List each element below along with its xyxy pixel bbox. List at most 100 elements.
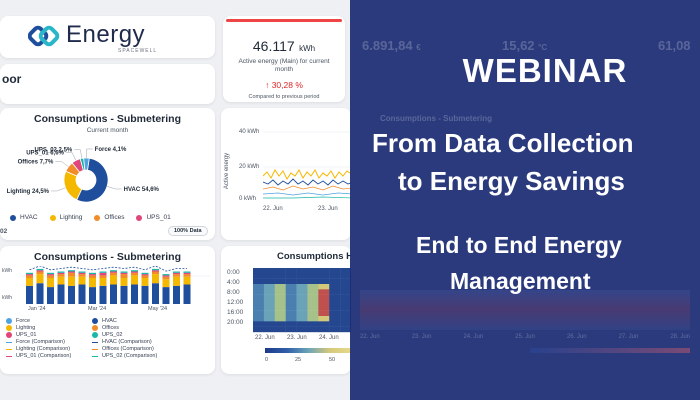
heat-cell[interactable] bbox=[253, 316, 265, 322]
pie-slice-lighting[interactable] bbox=[63, 170, 83, 201]
pie-slice-force[interactable] bbox=[83, 157, 90, 171]
heat-cell[interactable] bbox=[340, 305, 351, 311]
bar-legend-item[interactable]: UPS_01 bbox=[6, 332, 88, 338]
bar-segment[interactable] bbox=[183, 274, 191, 277]
bar-legend-item[interactable]: UPS_02 (Comparison) bbox=[92, 353, 192, 359]
bar-segment[interactable] bbox=[141, 272, 149, 275]
bar-segment[interactable] bbox=[26, 272, 33, 275]
heat-cell[interactable] bbox=[318, 273, 330, 279]
heat-cell[interactable] bbox=[307, 289, 319, 295]
heat-cell[interactable] bbox=[329, 278, 341, 285]
bar-segment[interactable] bbox=[110, 271, 117, 273]
heat-cell[interactable] bbox=[296, 289, 308, 295]
heat-cell[interactable] bbox=[274, 268, 286, 274]
heat-cell[interactable] bbox=[253, 321, 265, 327]
bar-segment[interactable] bbox=[120, 274, 128, 278]
heat-cell[interactable] bbox=[318, 310, 330, 317]
heat-cell[interactable] bbox=[329, 321, 341, 327]
heat-cell[interactable] bbox=[263, 310, 275, 317]
bar-segment[interactable] bbox=[110, 270, 117, 272]
heat-cell[interactable] bbox=[253, 289, 265, 295]
heat-cell[interactable] bbox=[307, 273, 319, 279]
heat-cell[interactable] bbox=[296, 316, 308, 322]
bar-segment[interactable] bbox=[68, 270, 75, 272]
bar-segment[interactable] bbox=[173, 274, 180, 277]
heat-cell[interactable] bbox=[340, 284, 351, 290]
bar-segment[interactable] bbox=[162, 276, 170, 280]
bar-segment[interactable] bbox=[89, 272, 96, 275]
heat-cell[interactable] bbox=[340, 310, 351, 317]
heat-cell[interactable] bbox=[329, 305, 341, 311]
heat-cell[interactable] bbox=[263, 316, 275, 322]
heat-cell[interactable] bbox=[329, 300, 341, 306]
bar-segment[interactable] bbox=[162, 287, 170, 304]
heat-cell[interactable] bbox=[285, 289, 297, 295]
heat-cell[interactable] bbox=[340, 273, 351, 279]
bar-segment[interactable] bbox=[183, 272, 191, 275]
heat-cell[interactable] bbox=[307, 278, 319, 285]
bar-segment[interactable] bbox=[89, 278, 96, 288]
heat-cell[interactable] bbox=[296, 300, 308, 306]
bar-segment[interactable] bbox=[78, 276, 86, 285]
heat-cell[interactable] bbox=[318, 289, 330, 295]
heat-cell[interactable] bbox=[329, 326, 341, 333]
heat-cell[interactable] bbox=[307, 316, 319, 322]
heat-cell[interactable] bbox=[263, 273, 275, 279]
heat-cell[interactable] bbox=[318, 294, 330, 301]
bar-segment[interactable] bbox=[78, 274, 86, 277]
bar-segment[interactable] bbox=[26, 278, 33, 286]
heat-cell[interactable] bbox=[318, 284, 330, 290]
bar-segment[interactable] bbox=[110, 275, 117, 285]
heat-cell[interactable] bbox=[285, 294, 297, 301]
heat-cell[interactable] bbox=[285, 268, 297, 274]
heat-cell[interactable] bbox=[263, 289, 275, 295]
bar-segment[interactable] bbox=[89, 274, 96, 276]
heat-cell[interactable] bbox=[285, 300, 297, 306]
bar-segment[interactable] bbox=[99, 271, 107, 273]
heat-cell[interactable] bbox=[296, 294, 308, 301]
bar-segment[interactable] bbox=[173, 272, 180, 275]
heat-cell[interactable] bbox=[340, 294, 351, 301]
bar-segment[interactable] bbox=[173, 271, 180, 273]
bar-segment[interactable] bbox=[36, 283, 44, 304]
bar-segment[interactable] bbox=[152, 268, 159, 271]
heat-cell[interactable] bbox=[318, 316, 330, 322]
heat-cell[interactable] bbox=[329, 294, 341, 301]
bar-legend-item[interactable]: Force bbox=[6, 318, 88, 324]
heat-cell[interactable] bbox=[253, 305, 265, 311]
heat-cell[interactable] bbox=[318, 305, 330, 311]
bar-segment[interactable] bbox=[57, 276, 65, 285]
bar-segment[interactable] bbox=[183, 276, 191, 285]
bar-segment[interactable] bbox=[110, 272, 117, 276]
heat-cell[interactable] bbox=[340, 300, 351, 306]
heat-cell[interactable] bbox=[274, 310, 286, 317]
legend-ups01[interactable]: UPS_01 bbox=[136, 214, 171, 221]
bar-segment[interactable] bbox=[57, 272, 65, 275]
heat-cell[interactable] bbox=[263, 300, 275, 306]
legend-offices[interactable]: Offices bbox=[94, 214, 124, 221]
heat-cell[interactable] bbox=[285, 310, 297, 317]
bar-segment[interactable] bbox=[57, 284, 65, 305]
bar-segment[interactable] bbox=[141, 275, 149, 278]
bar-legend-item[interactable]: HVAC (Comparison) bbox=[92, 339, 192, 345]
heat-cell[interactable] bbox=[274, 284, 286, 290]
bar-segment[interactable] bbox=[131, 272, 138, 276]
heat-cell[interactable] bbox=[318, 278, 330, 285]
heat-cell[interactable] bbox=[285, 326, 297, 333]
bar-segment[interactable] bbox=[162, 275, 170, 277]
bar-segment[interactable] bbox=[57, 271, 65, 273]
heat-cell[interactable] bbox=[274, 305, 286, 311]
heat-cell[interactable] bbox=[329, 284, 341, 290]
heat-cell[interactable] bbox=[296, 273, 308, 279]
heat-cell[interactable] bbox=[318, 268, 330, 274]
heat-cell[interactable] bbox=[340, 321, 351, 327]
bar-segment[interactable] bbox=[131, 275, 138, 285]
heat-cell[interactable] bbox=[274, 273, 286, 279]
bar-segment[interactable] bbox=[131, 270, 138, 272]
heat-cell[interactable] bbox=[263, 284, 275, 290]
heat-cell[interactable] bbox=[274, 278, 286, 285]
bar-segment[interactable] bbox=[152, 270, 159, 272]
heat-cell[interactable] bbox=[329, 316, 341, 322]
heat-cell[interactable] bbox=[296, 326, 308, 333]
bar-segment[interactable] bbox=[36, 268, 44, 271]
